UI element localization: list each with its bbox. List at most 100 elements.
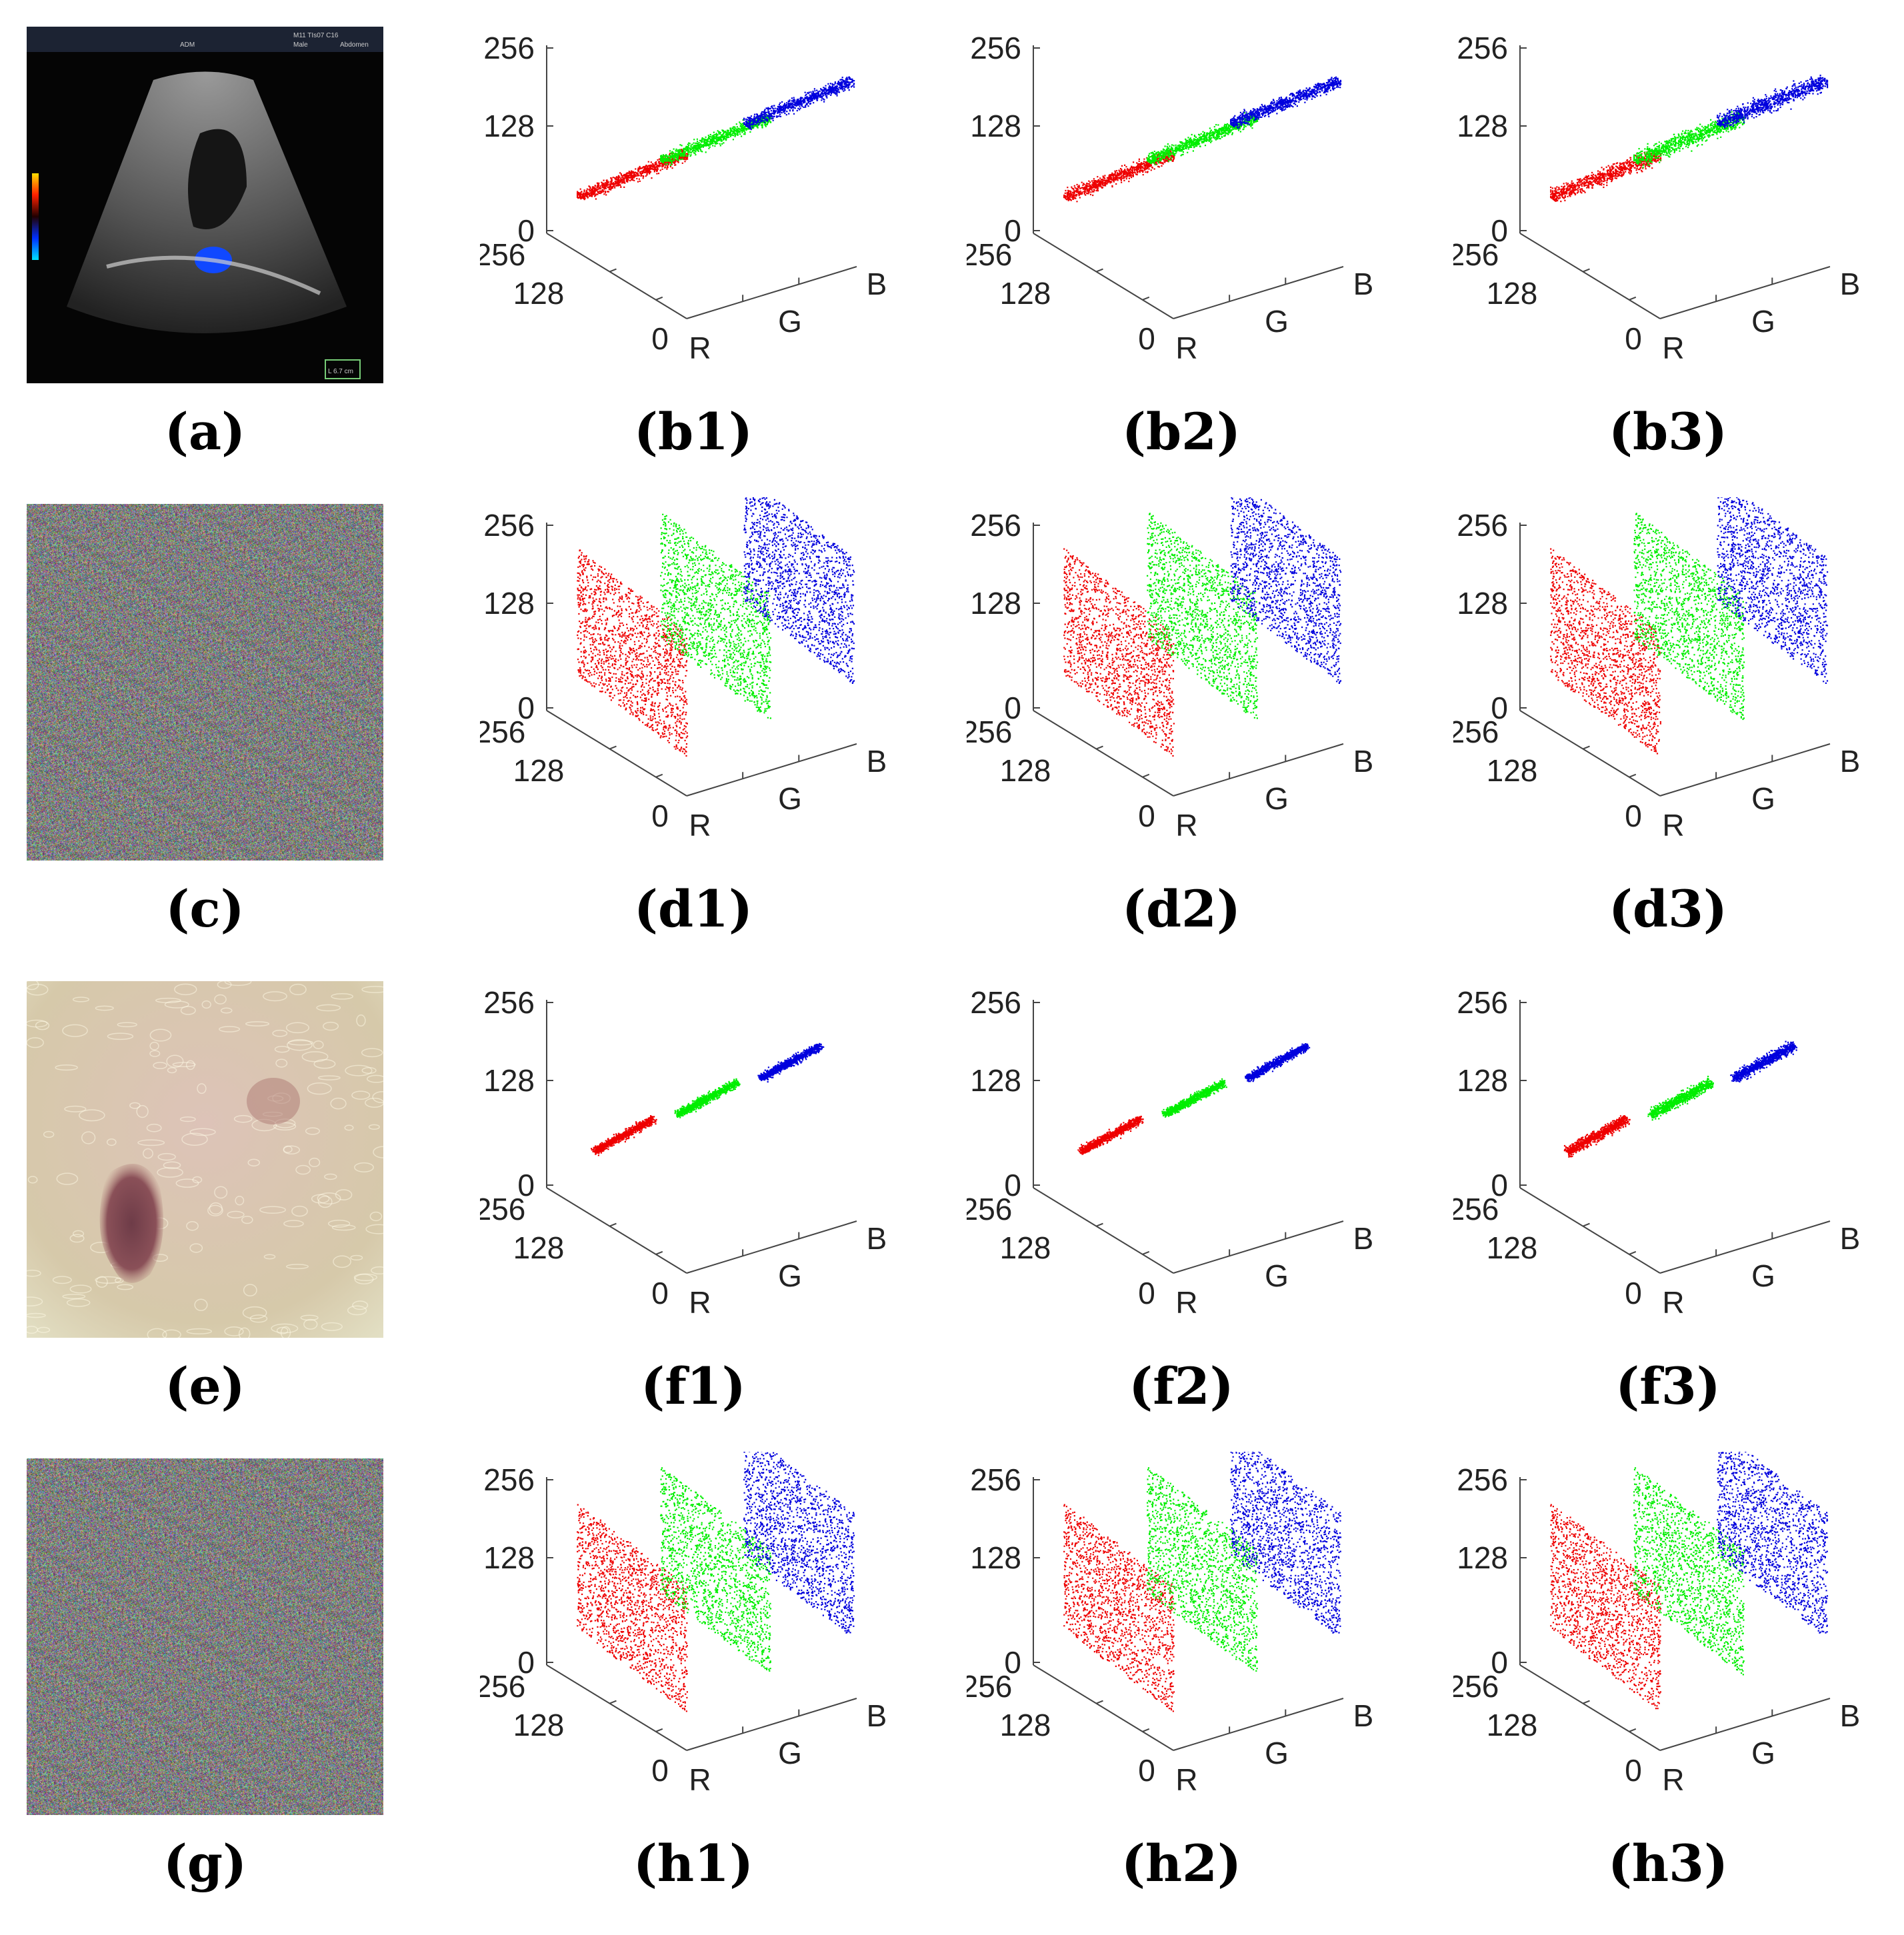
z-tick-label: 256 [483, 985, 535, 1020]
channel-label-b: B [1353, 1698, 1374, 1733]
depth-tick-label: 0 [651, 1276, 669, 1310]
channel-axis-line [1659, 1698, 1831, 1751]
depth-axis-line [1519, 1187, 1661, 1274]
z-tick-label: 128 [483, 109, 535, 143]
channel-label-b: B [1353, 1221, 1374, 1256]
depth-tick-mark [1096, 1700, 1103, 1704]
scatter-series-g [1633, 1467, 1745, 1676]
channel-axis-line [1173, 1220, 1344, 1274]
scatter-series-b [1230, 476, 1342, 684]
depth-tick-label: 256 [1453, 237, 1499, 272]
depth-tick-label: 128 [1487, 753, 1538, 788]
scatter-series-g [1147, 1467, 1259, 1672]
ultrasound-overlay-text: M11 TIs07 C16 [293, 32, 339, 39]
depth-tick-mark [1629, 1728, 1637, 1732]
channel-axis-line [1659, 266, 1831, 319]
ultrasound-overlay-text: ADM [180, 41, 195, 49]
scatter-series-g [1633, 111, 1745, 169]
channel-label-r: R [689, 1762, 711, 1797]
encrypted-noise-image [27, 504, 383, 861]
z-tick-label: 128 [970, 109, 1021, 143]
channel-label-g: G [1265, 304, 1289, 339]
z-tick-label: 256 [483, 1462, 535, 1497]
z-tick-label: 256 [1457, 1462, 1508, 1497]
channel-label-r: R [689, 331, 711, 365]
scatter-plot-3d: 256 128 0 256 128 0 R G B [475, 1434, 907, 1828]
z-tick-label: 128 [1457, 109, 1508, 143]
z-tick-label: 256 [483, 31, 535, 65]
depth-tick-label: 256 [967, 237, 1012, 272]
z-tick-label: 0 [1491, 691, 1508, 725]
scatter-series-r [1063, 548, 1175, 757]
scatter-series-g [660, 114, 772, 166]
depth-tick-label: 256 [1453, 1669, 1499, 1704]
scatter-plot-3d: 256 128 0 256 128 0 R G B [1448, 1433, 1880, 1828]
depth-tick-label: 0 [1625, 799, 1642, 833]
channel-label-b: B [867, 267, 887, 301]
scatter-series-g [674, 1078, 741, 1118]
z-tick-label: 128 [1457, 1063, 1508, 1098]
channel-label-b: B [1353, 744, 1374, 779]
depth-tick-label: 128 [513, 1230, 565, 1265]
encrypted-noise-image [27, 1458, 383, 1815]
depth-tick-label: 256 [1453, 1192, 1499, 1226]
depth-tick-mark [1629, 773, 1637, 778]
scatter-plot-3d: 256 128 0 256 128 0 R G B [475, 974, 907, 1351]
depth-tick-label: 256 [967, 1192, 1012, 1226]
depth-tick-label: 256 [480, 237, 525, 272]
z-tick-label: 0 [1004, 1645, 1021, 1680]
scatter-series-g [1647, 1075, 1714, 1121]
depth-axis-line [1519, 710, 1661, 797]
depth-tick-mark [609, 745, 617, 750]
z-tick-label: 128 [483, 586, 535, 621]
z-tick-label: 0 [1004, 1168, 1021, 1202]
scatter-series-b [1230, 76, 1342, 129]
depth-tick-label: 0 [1625, 321, 1642, 356]
channel-label-b: B [867, 1221, 887, 1256]
scatter-series-g [1147, 513, 1259, 719]
channel-label-g: G [1751, 781, 1775, 816]
panel-caption: (b3) [1609, 402, 1727, 461]
depth-tick-label: 0 [651, 799, 669, 833]
ultrasound-image: M11 TIs07 C16 ADM Male Abdomen L 6.7 cm [27, 27, 383, 383]
scatter-series-b [1717, 1433, 1829, 1634]
scatter-plot-3d: 256 128 0 256 128 0 R G B [1448, 476, 1880, 874]
depth-axis-line [1033, 1664, 1174, 1751]
z-tick-label: 0 [1004, 213, 1021, 248]
depth-axis-line [1033, 1187, 1174, 1274]
channel-label-b: B [867, 1698, 887, 1733]
depth-tick-mark [655, 1250, 663, 1255]
depth-tick-label: 0 [651, 1753, 669, 1788]
channel-label-r: R [1175, 1285, 1197, 1320]
z-tick-label: 0 [517, 1168, 535, 1202]
depth-tick-label: 0 [651, 321, 669, 356]
depth-tick-mark [1629, 296, 1637, 301]
channel-axis-line [686, 1220, 857, 1274]
channel-label-r: R [1175, 808, 1197, 843]
scatter-series-b [757, 1042, 825, 1083]
scatter-series-r [1063, 1504, 1175, 1712]
channel-label-g: G [1265, 1736, 1289, 1770]
z-tick-label: 0 [517, 213, 535, 248]
channel-label-r: R [1662, 331, 1684, 365]
scatter-series-r [1563, 1115, 1631, 1158]
z-tick-label: 256 [1457, 508, 1508, 543]
panel-caption: (d3) [1609, 879, 1727, 939]
skin-lesion-image [27, 981, 383, 1338]
depth-tick-label: 128 [1487, 276, 1538, 311]
z-tick-label: 0 [517, 691, 535, 725]
channel-label-g: G [1751, 1736, 1775, 1770]
depth-tick-label: 256 [967, 1669, 1012, 1704]
channel-label-b: B [867, 744, 887, 779]
depth-tick-label: 256 [480, 1192, 525, 1226]
scatter-series-g [660, 513, 772, 719]
z-tick-label: 128 [970, 1540, 1021, 1575]
channel-label-b: B [1353, 267, 1374, 301]
z-tick-label: 256 [970, 985, 1021, 1020]
depth-tick-mark [1583, 268, 1590, 273]
scatter-series-b [743, 76, 855, 131]
channel-axis-line [1659, 743, 1831, 797]
panel-caption: (d1) [634, 879, 753, 939]
z-tick-label: 128 [970, 1063, 1021, 1098]
scatter-plot-3d: 256 128 0 256 128 0 R G B [961, 1433, 1393, 1828]
